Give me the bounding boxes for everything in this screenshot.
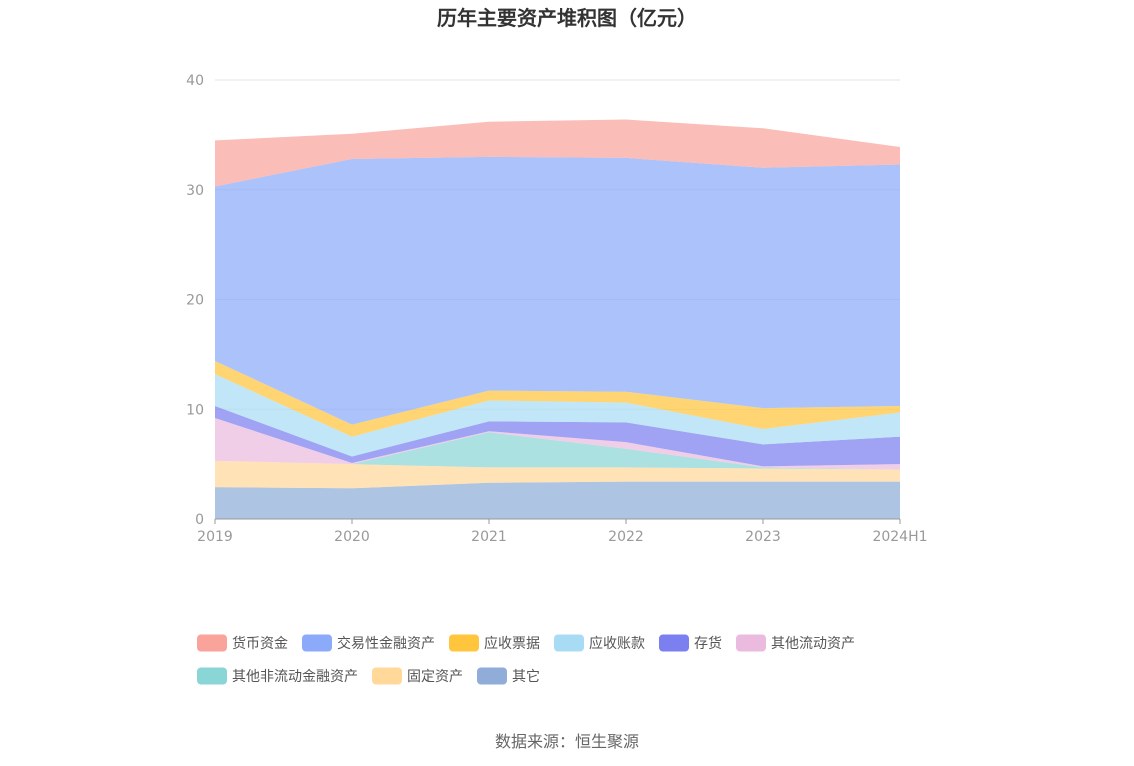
- legend-swatch: [554, 634, 584, 652]
- x-tick-label: 2024H1: [872, 529, 927, 545]
- source-text: 数据来源：恒生聚源: [495, 732, 639, 751]
- legend-item: 其他非流动金融资产: [197, 667, 358, 685]
- x-tick-label: 2019: [197, 529, 233, 545]
- x-tick-label: 2021: [471, 529, 507, 545]
- x-tick-label: 2023: [745, 529, 781, 545]
- legend-item: 其他流动资产: [736, 634, 855, 652]
- area-series: [215, 119, 900, 519]
- legend-label: 存货: [694, 635, 722, 652]
- legend-label: 其他非流动金融资产: [232, 669, 358, 685]
- area-其他非流动金融资产: [215, 432, 900, 470]
- area-其它: [215, 481, 900, 519]
- legend-swatch: [302, 634, 332, 652]
- axes: 2019 2020 2021 2022 2023 2024H1: [197, 518, 928, 545]
- legend-label: 其它: [512, 668, 540, 685]
- legend-item: 货币资金: [197, 634, 288, 652]
- legend-item: 交易性金融资产: [302, 634, 435, 652]
- legend-swatch: [197, 634, 227, 652]
- y-tick-label: 10: [186, 402, 204, 418]
- y-tick-label: 40: [186, 73, 204, 89]
- legend-label: 货币资金: [232, 635, 288, 652]
- y-tick-label: 30: [186, 183, 204, 199]
- legend-swatch: [659, 634, 689, 652]
- area-货币资金: [215, 119, 900, 187]
- y-tick-label: 0: [195, 512, 204, 528]
- legend-label: 固定资产: [407, 669, 463, 685]
- legend-swatch: [477, 667, 507, 685]
- legend-item: 固定资产: [372, 667, 463, 685]
- legend-label: 其他流动资产: [771, 636, 855, 652]
- area-交易性金融资产: [215, 156, 900, 425]
- legend-item: 存货: [659, 634, 722, 652]
- legend-swatch: [372, 667, 402, 685]
- legend-item: 应收账款: [554, 634, 645, 652]
- legend-item: 其它: [477, 667, 540, 685]
- legend-swatch: [197, 667, 227, 685]
- area-应收账款: [215, 374, 900, 457]
- legend-label: 应收票据: [484, 635, 540, 652]
- legend-label: 交易性金融资产: [337, 635, 435, 652]
- legend-label: 应收账款: [589, 635, 645, 652]
- legend-swatch: [736, 634, 766, 652]
- legend-item: 应收票据: [449, 634, 540, 652]
- area-固定资产: [215, 460, 900, 489]
- x-tick-label: 2022: [608, 529, 644, 545]
- y-tick-label: 20: [186, 293, 204, 309]
- x-tick-label: 2020: [334, 529, 370, 545]
- area-存货: [215, 405, 900, 467]
- legend-swatch: [449, 634, 479, 652]
- area-应收票据: [215, 360, 900, 437]
- chart-title: 历年主要资产堆积图（亿元）: [437, 6, 697, 30]
